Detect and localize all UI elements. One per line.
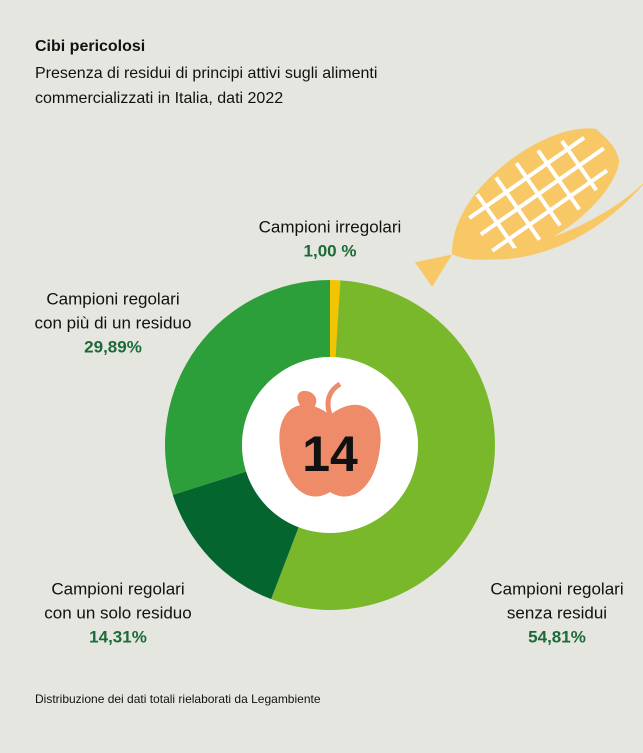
slice: [271, 280, 496, 611]
donut: [164, 279, 496, 611]
value-label: 29,89%: [84, 337, 142, 356]
slice: [172, 471, 299, 600]
chart-title: Cibi pericolosi: [35, 38, 145, 55]
slice-label: Campioni regolari: [490, 579, 623, 598]
slice: [164, 279, 330, 495]
slice-label: Campioni regolari: [46, 289, 179, 308]
slice-label: con un solo residuo: [44, 603, 191, 622]
slice-label: con più di un residuo: [35, 313, 192, 332]
value-label: 54,81%: [528, 627, 586, 646]
value-label: 14,31%: [89, 627, 147, 646]
corn-icon: [414, 128, 643, 287]
footer-note: Distribuzione dei dati totali rielaborat…: [35, 692, 321, 706]
value-label: 1,00 %: [304, 241, 357, 260]
slice: [330, 280, 341, 358]
apple-icon: [279, 381, 381, 497]
badge: 14: [302, 426, 358, 482]
subtitle: Presenza di residui di principi attivi s…: [35, 65, 377, 82]
slice-label: senza residui: [507, 603, 607, 622]
subtitle: commercializzati in Italia, dati 2022: [35, 90, 283, 107]
slice-label: Campioni irregolari: [259, 217, 402, 236]
slice-label: Campioni regolari: [51, 579, 184, 598]
